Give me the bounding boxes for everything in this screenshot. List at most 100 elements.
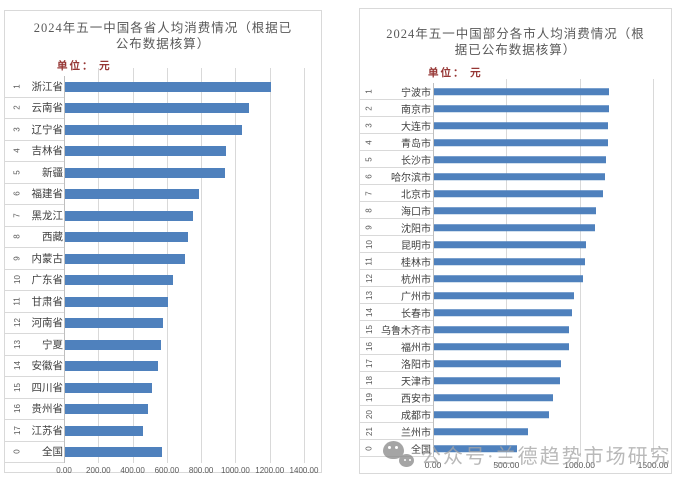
bar — [434, 172, 605, 181]
category-label: 长沙市 — [379, 151, 433, 168]
chart-row: 4 吉林省 — [5, 140, 321, 162]
bar — [65, 425, 143, 436]
rank-label: 16 — [5, 399, 29, 420]
chart-row: 18 天津市 — [360, 372, 671, 389]
category-label: 宁夏 — [29, 334, 64, 356]
bar — [65, 447, 162, 458]
category-label: 沈阳市 — [379, 219, 433, 236]
bar — [65, 103, 250, 114]
bar — [65, 146, 227, 157]
rank-label: 8 — [5, 227, 29, 248]
bar — [434, 359, 561, 368]
rank-label: 4 — [5, 141, 29, 162]
chart-row: 9 沈阳市 — [360, 219, 671, 236]
bar-cell — [433, 253, 653, 270]
bar-cell — [433, 389, 653, 406]
rank-label: 13 — [360, 287, 379, 304]
rank-label: 2 — [5, 98, 29, 119]
chart-row: 13 广州市 — [360, 287, 671, 304]
bar-cell — [64, 183, 304, 205]
bar — [434, 376, 560, 385]
category-label: 新疆 — [29, 162, 64, 184]
chart-row: 12 杭州市 — [360, 270, 671, 287]
city-bar-chart: 1 宁波市 2 南京市 3 大连市 4 青岛市 5 长沙市 6 哈尔滨市 7 北京市 8 海口市 9 沈阳市 10 昆… — [360, 79, 671, 471]
rank-label: 9 — [360, 219, 379, 236]
bar — [65, 232, 189, 243]
bar — [434, 189, 603, 198]
rank-label: 14 — [5, 356, 29, 377]
bar — [434, 206, 596, 215]
x-axis-tick: 0.00 — [424, 460, 442, 470]
category-label: 贵州省 — [29, 399, 64, 420]
bar-cell — [433, 83, 653, 100]
category-label: 北京市 — [379, 185, 433, 202]
category-label: 辽宁省 — [29, 119, 64, 141]
province-bar-chart: 1 浙江省 2 云南省 3 辽宁省 4 吉林省 5 新疆 6 福建省 7 黑龙江 8 西藏 9 内蒙古 10 广东省 1… — [5, 68, 321, 477]
bar-cell — [433, 304, 653, 321]
bar — [434, 87, 610, 96]
bar-cell — [64, 248, 304, 270]
bar-cell — [433, 321, 653, 338]
rank-label: 21 — [360, 423, 379, 440]
rank-label: 16 — [360, 338, 379, 355]
rank-label: 12 — [360, 270, 379, 287]
category-label: 西安市 — [379, 389, 433, 406]
chart-row: 2 云南省 — [5, 97, 321, 119]
bar — [65, 296, 168, 307]
rank-label: 18 — [360, 372, 379, 389]
bar-cell — [433, 406, 653, 423]
category-label: 甘肃省 — [29, 291, 64, 313]
bar — [434, 427, 528, 436]
chart-row: 3 大连市 — [360, 117, 671, 134]
bar-cell — [433, 202, 653, 219]
gridline — [506, 79, 508, 457]
bar-cell — [64, 162, 304, 184]
x-axis-tick: 1400.00 — [289, 466, 319, 475]
rank-label: 15 — [5, 377, 29, 399]
bar-cell — [433, 236, 653, 253]
x-axis-tick: 1000.00 — [564, 460, 596, 470]
rank-label: 1 — [360, 83, 379, 100]
bar — [434, 325, 570, 334]
rank-label: 3 — [360, 117, 379, 134]
chart-row: 19 西安市 — [360, 389, 671, 406]
bar — [65, 318, 164, 329]
rank-label: 5 — [360, 151, 379, 168]
chart-row: 20 成都市 — [360, 406, 671, 423]
rank-label: 3 — [5, 119, 29, 141]
category-label: 哈尔滨市 — [379, 168, 433, 185]
category-label: 天津市 — [379, 372, 433, 389]
chart-row: 6 哈尔滨市 — [360, 168, 671, 185]
bar — [434, 257, 586, 266]
rank-label: 2 — [360, 100, 379, 117]
chart-row: 10 昆明市 — [360, 236, 671, 253]
rank-label: 19 — [360, 389, 379, 406]
chart-row: 0 全国 — [360, 440, 671, 457]
bar-cell — [433, 168, 653, 185]
rank-label: 8 — [360, 202, 379, 219]
bar — [65, 81, 272, 92]
title-line: 公布数据核算） — [115, 37, 211, 51]
bar — [434, 308, 572, 317]
category-label: 乌鲁木齐市 — [379, 321, 433, 338]
province-unit-label: 单位： 元 — [57, 61, 112, 72]
bar-cell — [64, 377, 304, 399]
bar — [65, 382, 153, 393]
title-line: 2024年五一中国各省人均消费情况（根据已 — [33, 21, 293, 35]
bar-cell — [64, 398, 304, 420]
chart-row: 21 兰州市 — [360, 423, 671, 440]
gridline — [653, 79, 654, 457]
category-label: 青岛市 — [379, 134, 433, 151]
chart-row: 1 浙江省 — [5, 76, 321, 98]
bar — [65, 339, 162, 350]
bar-cell — [433, 134, 653, 151]
gridline — [304, 68, 305, 463]
rank-label: 4 — [360, 134, 379, 151]
bar-cell — [433, 151, 653, 168]
rank-label: 14 — [360, 304, 379, 321]
rank-label: 0 — [360, 440, 379, 457]
gridline — [201, 68, 203, 463]
rank-label: 10 — [360, 236, 379, 253]
